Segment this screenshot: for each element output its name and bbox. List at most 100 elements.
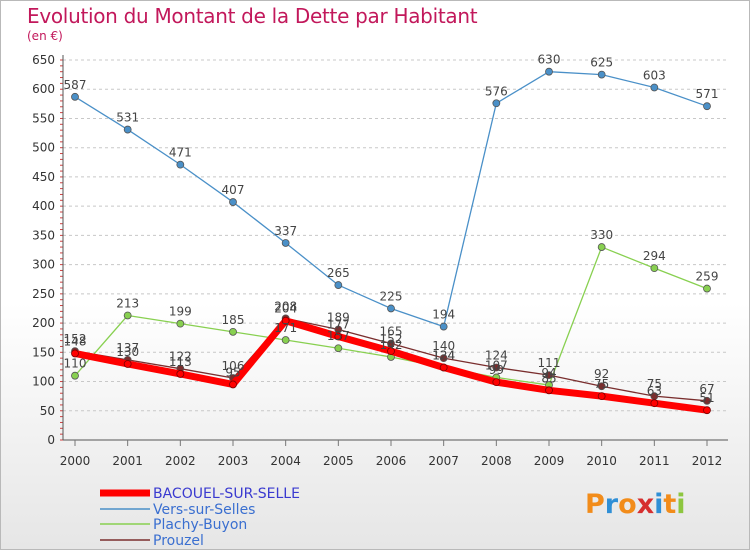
- x-tick-label: 2007: [428, 454, 459, 468]
- y-tick-label: 450: [32, 170, 55, 184]
- data-label: 75: [647, 377, 662, 391]
- data-label: 225: [380, 289, 403, 303]
- y-tick-label: 400: [32, 199, 55, 213]
- data-point: [334, 344, 343, 353]
- data-point: [229, 327, 237, 336]
- proxiti-logo: Proxiti: [585, 489, 686, 520]
- data-label: 259: [696, 270, 719, 284]
- data-point: [545, 386, 553, 395]
- y-tick-label: 200: [32, 316, 55, 330]
- data-label: 625: [590, 56, 613, 70]
- x-tick-label: 2009: [534, 454, 565, 468]
- data-point: [492, 378, 501, 387]
- y-tick-label: 100: [32, 375, 55, 389]
- series-line-Vers-sur-Selles: [74, 71, 708, 328]
- data-label: 107: [485, 358, 508, 372]
- data-label: 130: [116, 345, 139, 359]
- data-label: 152: [380, 332, 403, 346]
- x-tick-label: 2012: [692, 454, 723, 468]
- data-point: [71, 92, 79, 101]
- legend-label: Plachy-Buyon: [153, 517, 247, 533]
- data-label: 95: [225, 365, 240, 379]
- data-point: [703, 284, 711, 293]
- x-tick-label: 2010: [586, 454, 617, 468]
- data-point: [281, 239, 290, 247]
- data-point: [492, 99, 501, 108]
- data-point: [176, 160, 185, 169]
- data-label: 208: [274, 299, 297, 313]
- y-tick-label: 250: [32, 287, 55, 301]
- x-tick-label: 2001: [112, 454, 143, 468]
- data-label: 587: [64, 78, 87, 92]
- data-label: 330: [590, 228, 613, 242]
- data-label: 531: [116, 111, 139, 125]
- y-tick-label: 550: [32, 111, 55, 125]
- data-point: [123, 360, 132, 368]
- data-label: 111: [538, 356, 561, 370]
- x-tick-label: 2000: [60, 454, 91, 468]
- legend-label: BACOUEL-SUR-SELLE: [153, 486, 300, 502]
- data-label: 294: [643, 249, 666, 263]
- data-point: [597, 382, 606, 391]
- data-label: 165: [380, 325, 403, 339]
- data-label: 124: [432, 349, 455, 363]
- data-label: 142: [380, 338, 403, 352]
- data-label: 94: [541, 366, 556, 380]
- data-label: 603: [643, 68, 666, 82]
- data-label: 99: [489, 363, 504, 377]
- data-point: [650, 264, 659, 273]
- y-tick-label: 0: [47, 433, 55, 447]
- data-label: 576: [485, 84, 508, 98]
- data-label: 148: [64, 334, 87, 348]
- data-label: 63: [647, 384, 662, 398]
- data-point: [439, 363, 448, 372]
- data-label: 85: [541, 371, 556, 385]
- data-label: 171: [274, 321, 297, 335]
- data-label: 124: [485, 349, 508, 363]
- data-point: [650, 399, 659, 408]
- y-tick-label: 300: [32, 258, 55, 272]
- data-point: [176, 319, 185, 328]
- data-label: 177: [327, 318, 350, 332]
- y-tick-label: 500: [32, 141, 55, 155]
- data-point: [176, 370, 185, 378]
- logo-letter: o: [618, 489, 637, 520]
- y-tick-label: 50: [40, 404, 55, 418]
- data-label: 113: [169, 355, 192, 369]
- data-label: 67: [699, 382, 714, 396]
- data-label: 194: [432, 308, 455, 322]
- y-tick-label: 150: [32, 345, 55, 359]
- data-label: 137: [116, 341, 139, 355]
- data-point: [123, 311, 132, 320]
- data-label: 199: [169, 305, 192, 319]
- logo-letter: x: [636, 489, 655, 520]
- logo-letter: t: [663, 489, 677, 520]
- data-label: 51: [699, 391, 714, 405]
- data-point: [597, 392, 606, 401]
- y-tick-label: 650: [32, 53, 55, 67]
- data-point: [71, 371, 79, 380]
- x-tick-label: 2003: [218, 454, 249, 468]
- data-point: [387, 304, 395, 313]
- data-point: [439, 322, 448, 331]
- data-label: 471: [169, 146, 192, 160]
- data-point: [229, 198, 237, 206]
- data-point: [334, 281, 343, 289]
- x-tick-label: 2002: [165, 454, 196, 468]
- x-tick-label: 2004: [270, 454, 301, 468]
- logo-letter: P: [585, 489, 605, 520]
- data-label: 204: [274, 302, 297, 316]
- data-label: 140: [432, 339, 455, 353]
- data-label: 152: [64, 332, 87, 346]
- data-label: 106: [222, 359, 245, 373]
- chart-title: Evolution du Montant de la Dette par Hab…: [27, 4, 478, 28]
- data-label: 122: [169, 350, 192, 364]
- data-point: [387, 347, 395, 356]
- data-label: 630: [538, 53, 561, 67]
- chart-subtitle: (en €): [27, 29, 63, 43]
- data-point: [545, 371, 553, 380]
- legend-label: Prouzel: [153, 533, 204, 549]
- logo-letter: i: [654, 489, 664, 520]
